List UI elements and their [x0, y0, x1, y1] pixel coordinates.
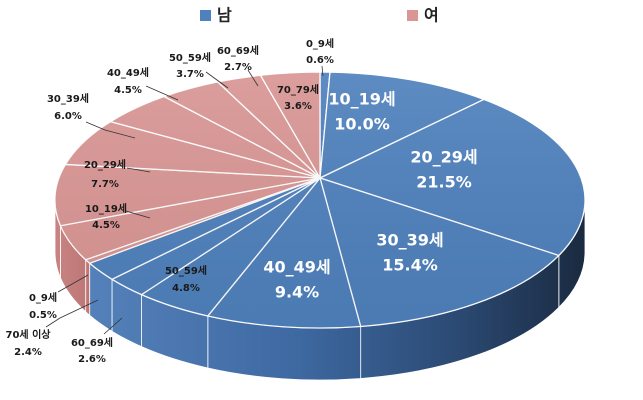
- legend-item-male[interactable]: 남: [200, 6, 232, 25]
- leader-line-12: [85, 121, 136, 139]
- slice-label-value-5: 9.4%: [275, 283, 319, 302]
- legend-label-female: 여: [424, 6, 439, 25]
- slice-label-name-16: 70_79세: [277, 83, 319, 96]
- leader-line-9: [57, 274, 89, 293]
- slice-label-name-11: 20_29세: [84, 158, 126, 171]
- slice-label-name-12: 30_39세: [47, 92, 89, 105]
- slice-label-name-13: 40_49세: [107, 66, 149, 79]
- slice-label-value-6: 4.8%: [172, 283, 200, 294]
- leader-line-11: [126, 167, 151, 173]
- legend-label-male: 남: [217, 6, 232, 25]
- slice-label-value-2: 10.0%: [334, 115, 390, 134]
- slice-label-value-14: 3.7%: [176, 69, 204, 80]
- leader-line-15: [247, 69, 259, 87]
- pie-leader-lines: [45, 65, 324, 335]
- slice-label-name-10: 10_19세: [85, 202, 127, 215]
- slice-label-name-6: 50_59세: [165, 264, 207, 277]
- pie-data-labels: 0_9세 0.6% 10_19세 10.0% 20_29세 21.5% 30_39세 15.4…: [6, 37, 478, 365]
- slice-label-name-14: 50_59세: [169, 51, 211, 64]
- slice-label-value-11: 7.7%: [91, 179, 119, 190]
- leader-line-1: [321, 65, 324, 77]
- slice-label-value-12: 6.0%: [54, 111, 82, 122]
- pie-top-slices: [54, 71, 586, 329]
- legend-swatch-male: [200, 10, 211, 21]
- leader-line-8: [45, 299, 99, 328]
- slice-label-value-1: 0.6%: [306, 55, 334, 66]
- slice-label-name-8: 70세 이상: [6, 328, 52, 341]
- legend-item-female[interactable]: 여: [407, 6, 439, 25]
- slice-label-value-9: 0.5%: [29, 310, 57, 321]
- legend: 남 여: [200, 6, 439, 25]
- leader-line-13: [145, 85, 179, 101]
- slice-label-name-4: 30_39세: [376, 231, 443, 250]
- slice-label-name-7: 60_69세: [71, 336, 113, 349]
- slice-label-value-10: 4.5%: [92, 220, 120, 231]
- legend-swatch-female: [407, 10, 418, 21]
- slice-label-name-9: 0_9세: [29, 291, 57, 304]
- slice-label-name-3: 20_29세: [410, 148, 477, 167]
- leader-line-7: [103, 317, 123, 335]
- slice-label-value-7: 2.6%: [78, 354, 106, 365]
- leader-line-14: [205, 71, 229, 89]
- slice-label-name-15: 60_69세: [217, 44, 259, 57]
- slice-label-value-8: 2.4%: [14, 347, 42, 358]
- slice-label-name-5: 40_49세: [263, 258, 330, 277]
- slice-label-value-16: 3.6%: [284, 101, 312, 112]
- slice-label-name-2: 10_19세: [328, 90, 395, 109]
- slice-label-value-4: 15.4%: [382, 256, 438, 275]
- slice-label-value-15: 2.7%: [224, 62, 252, 73]
- leader-line-10: [125, 210, 151, 219]
- slice-label-value-13: 4.5%: [114, 85, 142, 96]
- slice-label-value-3: 21.5%: [416, 173, 472, 192]
- slice-label-name-1: 0_9세: [306, 37, 334, 50]
- pie-side-9: [85, 259, 91, 316]
